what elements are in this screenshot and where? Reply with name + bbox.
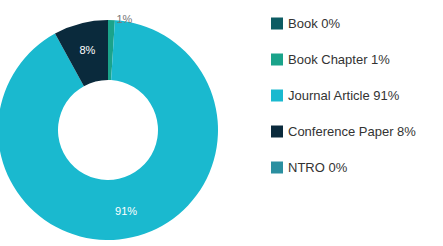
svg-text:NTRO 0%: NTRO 0% (288, 160, 348, 175)
svg-text:Book 0%: Book 0% (288, 16, 340, 31)
svg-text:Book Chapter 1%: Book Chapter 1% (288, 52, 390, 67)
svg-text:8%: 8% (79, 44, 95, 56)
svg-text:91%: 91% (115, 205, 137, 217)
svg-text:1%: 1% (116, 13, 132, 25)
svg-text:Journal Article 91%: Journal Article 91% (288, 88, 400, 103)
svg-text:Conference Paper 8%: Conference Paper 8% (288, 124, 416, 139)
